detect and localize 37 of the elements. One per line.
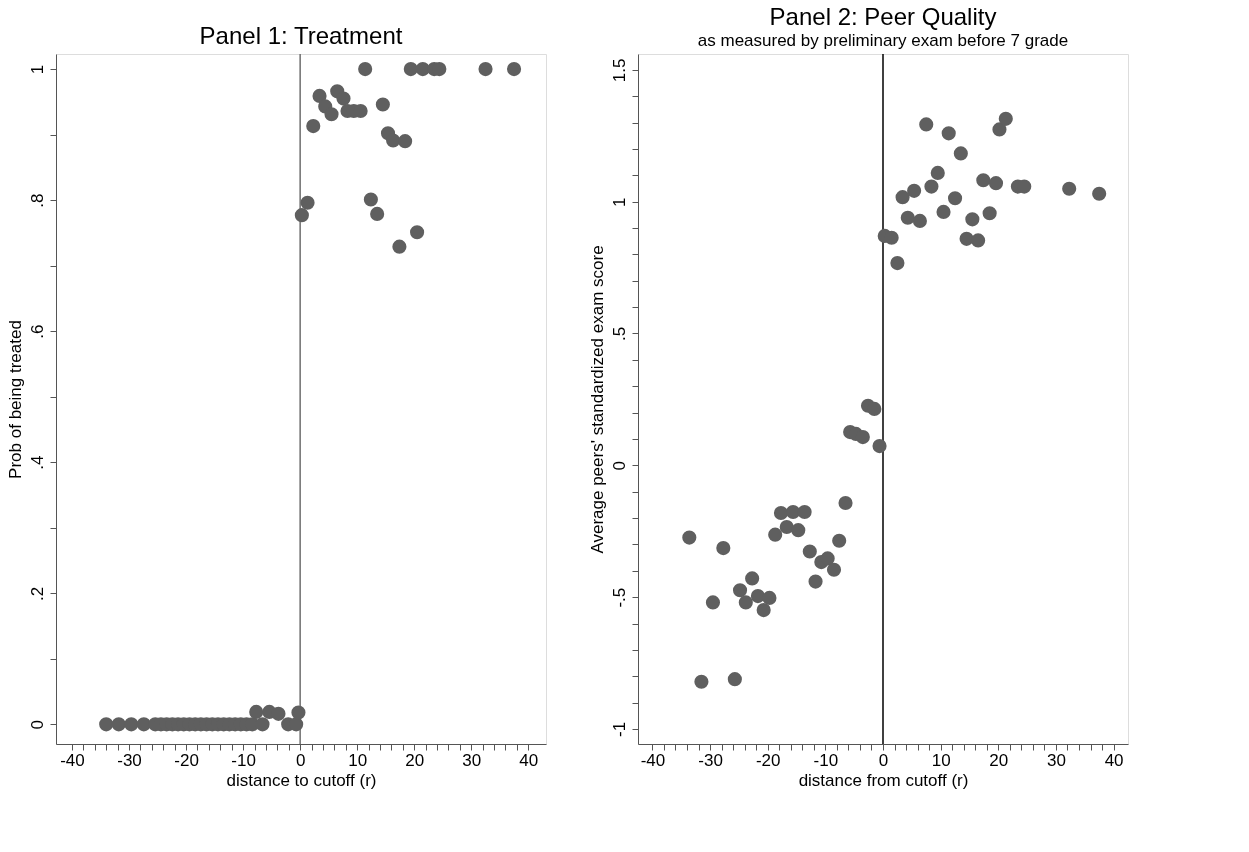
- x-tick-label: 30: [1046, 750, 1066, 770]
- y-tick-label: 0: [609, 461, 629, 471]
- y-tick-label: 1.5: [609, 58, 629, 83]
- y-tick-label: .2: [27, 586, 47, 601]
- x-axis-title: distance from cutoff (r): [798, 770, 969, 790]
- x-axis-title: distance to cutoff (r): [226, 770, 377, 790]
- x-tick-label: -20: [174, 750, 199, 770]
- chart-title: Panel 2: Peer Quality: [769, 3, 997, 31]
- y-tick-label: -1: [609, 721, 629, 738]
- y-tick-label: 1: [609, 197, 629, 207]
- y-tick-label: .5: [609, 326, 629, 342]
- x-tick-label: -30: [698, 750, 723, 770]
- y-tick-label: .6: [27, 324, 47, 339]
- y-tick-label: .4: [27, 455, 47, 470]
- y-axis-title: Prob of being treated: [5, 320, 25, 479]
- x-tick-label: 40: [519, 750, 539, 770]
- x-tick-label: 20: [405, 750, 425, 770]
- x-tick-label: 40: [1104, 750, 1124, 770]
- y-tick-label: 0: [27, 720, 47, 730]
- x-tick-label: -30: [117, 750, 142, 770]
- x-tick-label: 30: [462, 750, 482, 770]
- x-tick-label: 10: [348, 750, 368, 770]
- x-tick-label: 0: [295, 750, 306, 770]
- x-tick-label: -20: [755, 750, 781, 770]
- y-tick-label: .8: [27, 193, 47, 208]
- y-axis-title: Average peers' standardized exam score: [587, 245, 607, 554]
- y-tick-label: 1: [27, 64, 47, 75]
- y-tick-label: -.5: [609, 587, 629, 608]
- x-tick-label: -10: [231, 750, 256, 770]
- x-tick-label: -40: [60, 750, 85, 770]
- x-tick-label: 10: [931, 750, 951, 770]
- x-tick-label: 20: [989, 750, 1009, 770]
- chart-subtitle: as measured by preliminary exam before 7 grade: [697, 31, 1069, 51]
- chart-title: Panel 1: Treatment: [199, 22, 403, 50]
- x-tick-label: -10: [813, 750, 839, 770]
- x-tick-label: 0: [878, 750, 889, 770]
- x-tick-label: -40: [640, 750, 666, 770]
